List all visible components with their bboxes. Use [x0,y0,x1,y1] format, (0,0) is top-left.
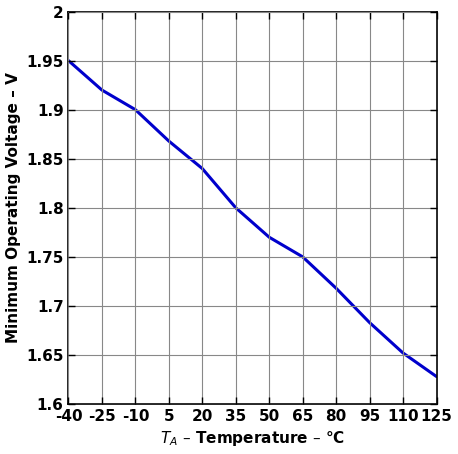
X-axis label: $T_A$ – Temperature – °C: $T_A$ – Temperature – °C [160,429,345,449]
Y-axis label: Minimum Operating Voltage – V: Minimum Operating Voltage – V [5,72,21,343]
